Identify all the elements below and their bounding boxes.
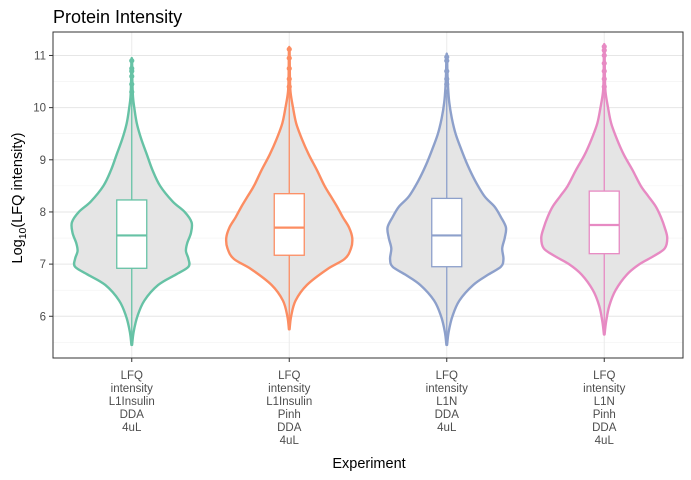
outlier-point bbox=[601, 47, 607, 53]
outlier-point bbox=[286, 55, 292, 61]
x-tick-label-line: intensity bbox=[583, 383, 625, 395]
x-tick-label-line: DDA bbox=[120, 409, 145, 421]
outlier-point bbox=[129, 73, 135, 79]
x-tick-label-3: LFQ intensity L1N DDA 4uL bbox=[426, 370, 468, 434]
x-tick-label-line: Pinh bbox=[278, 409, 301, 421]
outlier-point bbox=[444, 54, 450, 60]
x-tick-label-line: LFQ bbox=[593, 370, 615, 382]
x-axis-title: Experiment bbox=[332, 456, 405, 472]
outlier-point bbox=[286, 76, 292, 82]
plot-border bbox=[52, 31, 684, 359]
outlier-point bbox=[444, 68, 450, 74]
y-tick-label: 8 bbox=[40, 207, 46, 219]
x-tick-label-1: LFQ intensity L1Insulin DDA 4uL bbox=[109, 370, 155, 434]
x-tick-label-line: Pinh bbox=[593, 409, 616, 421]
x-tick-label-line: L1N bbox=[436, 396, 457, 408]
outlier-point bbox=[444, 81, 450, 87]
y-tick-label: 11 bbox=[34, 50, 46, 62]
y-axis-title: Log10(LFQ intensity) bbox=[10, 133, 29, 264]
x-tick-label-line: intensity bbox=[426, 383, 468, 395]
box-2 bbox=[273, 193, 305, 256]
x-tick-label-line: intensity bbox=[111, 383, 153, 395]
y-tick-label: 10 bbox=[33, 103, 46, 115]
outlier-point bbox=[129, 81, 135, 87]
outlier-point bbox=[129, 58, 135, 64]
outlier-point bbox=[601, 84, 607, 90]
x-tick-label-line: DDA bbox=[277, 422, 302, 434]
x-tick-label-line: 4uL bbox=[595, 435, 615, 447]
x-tick-label-4: LFQ intensity L1N Pinh DDA 4uL bbox=[583, 370, 625, 447]
x-tick-label-line: DDA bbox=[435, 409, 460, 421]
y-tick-label: 6 bbox=[40, 311, 46, 323]
y-tick-label: 7 bbox=[40, 259, 46, 271]
outlier-point bbox=[129, 65, 135, 72]
outlier-point bbox=[444, 58, 450, 64]
outlier-point bbox=[444, 89, 450, 95]
outlier-point bbox=[601, 76, 607, 82]
chart-title: Protein Intensity bbox=[53, 7, 182, 27]
y-axis-title-part-main: Log bbox=[10, 239, 26, 263]
outlier-point bbox=[601, 60, 607, 66]
outlier-point bbox=[286, 84, 292, 90]
x-tick-label-line: 4uL bbox=[122, 422, 142, 434]
x-tick-label-line: L1Insulin bbox=[266, 396, 312, 408]
x-tick-label-line: DDA bbox=[592, 422, 617, 434]
y-axis-title-part-rest: (LFQ intensity) bbox=[10, 133, 26, 228]
x-tick-label-line: 4uL bbox=[437, 422, 457, 434]
plot-area bbox=[52, 31, 684, 359]
x-tick-label-line: 4uL bbox=[280, 435, 300, 447]
outlier-point bbox=[601, 52, 607, 59]
x-tick-label-line: L1N bbox=[594, 396, 615, 408]
y-axis-title-part-subscript: 10 bbox=[17, 227, 29, 239]
x-tick-label-line: LFQ bbox=[121, 370, 143, 382]
box-4 bbox=[588, 190, 620, 255]
outlier-point bbox=[286, 46, 292, 52]
outlier-point bbox=[286, 65, 292, 72]
x-tick-label-line: L1Insulin bbox=[109, 396, 155, 408]
outlier-point bbox=[444, 76, 450, 82]
y-tick-label: 9 bbox=[40, 155, 46, 167]
x-tick-label-line: intensity bbox=[268, 383, 310, 395]
x-tick-label-line: LFQ bbox=[278, 370, 300, 382]
outlier-point bbox=[601, 68, 607, 74]
outlier-point bbox=[601, 44, 607, 50]
x-tick-label-line: LFQ bbox=[436, 370, 458, 382]
x-tick-label-2: LFQ intensity L1Insulin Pinh DDA 4uL bbox=[266, 370, 312, 447]
outlier-point bbox=[129, 89, 135, 95]
box-3 bbox=[431, 197, 463, 268]
box-1 bbox=[116, 199, 148, 269]
